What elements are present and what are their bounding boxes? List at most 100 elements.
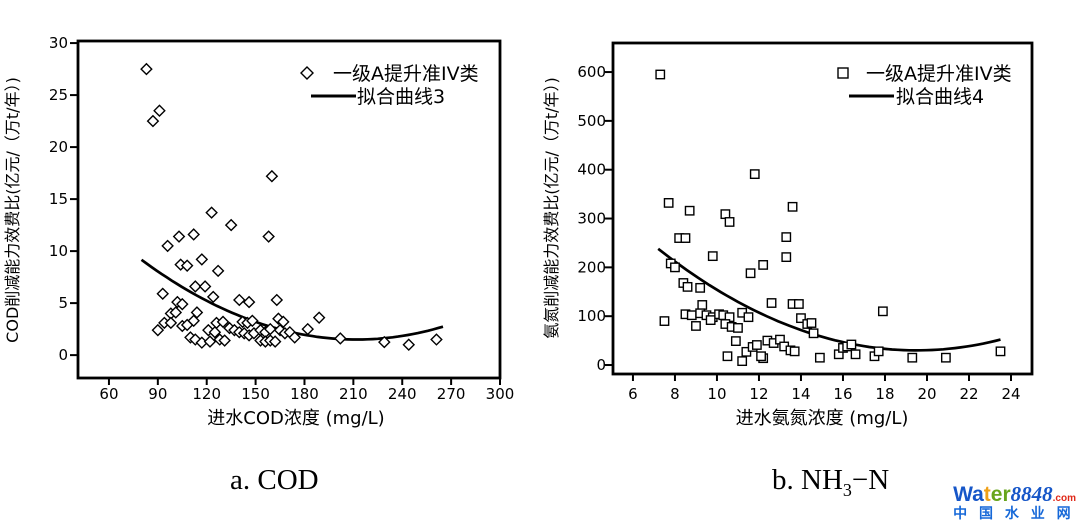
cod-legend-scatter-label: 一级A提升准IV类 [333, 63, 479, 85]
scatter-point [940, 352, 951, 363]
scatter-point [156, 287, 170, 301]
scatter-point [781, 252, 792, 263]
scatter-point [756, 351, 766, 362]
caption-b: b. NH3−N [772, 464, 889, 501]
scatter-point [781, 232, 792, 242]
y-tick-label: 5 [58, 294, 68, 312]
scatter-point [814, 352, 825, 363]
scatter-point [655, 69, 666, 80]
x-tick-label: 18 [875, 385, 894, 403]
scatter-point [224, 218, 238, 232]
scatter-point [216, 315, 230, 329]
caption-b-suffix: −N [851, 464, 890, 496]
scatter-point [724, 217, 735, 227]
scatter-point [684, 205, 695, 216]
diamond-legend-icon [300, 66, 314, 80]
y-tick-label: 200 [577, 258, 606, 276]
nh3n-chart: 6 8 10 12 14 16 18 20 22 24 0 100 200 300 400 500 600 氨氮… [542, 41, 1034, 429]
x-tick-label: 150 [241, 385, 270, 403]
plot-frame [611, 41, 1034, 376]
scatter-point [766, 298, 777, 308]
y-tick-label: 300 [577, 210, 606, 228]
scatter-point [730, 336, 741, 346]
scatter-point [198, 280, 212, 293]
scatter-point [722, 351, 733, 362]
scatter-point [806, 318, 817, 328]
x-tick-label: 240 [388, 385, 417, 403]
scatter-point [846, 339, 857, 350]
scatter-point [663, 198, 674, 208]
cod-x-axis-title: 进水COD浓度 (mg/L) [207, 408, 384, 429]
x-tick-label: 120 [192, 385, 221, 403]
scatter-point [262, 230, 275, 243]
y-tick-label: 600 [577, 63, 606, 81]
nh3n-legend: 一级A提升准IV类 拟合曲线4 [837, 63, 1012, 108]
logo-com: .com [1052, 493, 1076, 505]
logo-line2: 中 国 水 业 网 [953, 505, 1075, 522]
x-tick-label: 6 [628, 385, 638, 403]
scatter-point [202, 323, 215, 337]
x-tick-label: 210 [339, 385, 368, 403]
caption-b-subscript: 3 [842, 479, 852, 500]
scatter-point [697, 300, 708, 310]
y-tick-label: 400 [577, 161, 606, 179]
scatter-point [743, 312, 754, 323]
scatter-point [146, 114, 160, 128]
scatter-point [659, 316, 670, 326]
scatter-point [175, 297, 189, 311]
scatter-point [682, 281, 693, 292]
x-tick-label: 22 [959, 385, 978, 403]
water8848-logo: Water8848.com 中 国 水 业 网 [953, 483, 1076, 521]
scatter-point [151, 323, 165, 337]
y-tick-label: 25 [49, 86, 68, 104]
nh3n-x-axis-title: 进水氨氮浓度 (mg/L) [736, 408, 909, 429]
x-tick-label: 8 [670, 385, 680, 403]
scatter-point [686, 310, 697, 321]
scatter-point [211, 264, 225, 278]
scatter-point [140, 62, 153, 76]
scatter-point [705, 315, 716, 325]
scatter-point [268, 335, 282, 348]
scatter-point [195, 253, 209, 266]
scatter-point [246, 314, 259, 328]
scatter-point [153, 104, 166, 117]
x-tick-label: 10 [707, 385, 726, 403]
scatter-point [751, 340, 762, 350]
x-tick-label: 12 [749, 385, 768, 403]
scatter-point [402, 338, 416, 352]
x-tick-label: 16 [833, 385, 852, 403]
scatter-point [670, 262, 680, 273]
scatter-point [378, 335, 391, 349]
scatter-point [169, 306, 183, 319]
x-tick-label: 60 [99, 385, 118, 403]
scatter-point [850, 349, 861, 360]
x-tick-label: 14 [791, 385, 810, 403]
y-tick-label: 100 [577, 307, 606, 325]
x-tick-label: 300 [486, 385, 515, 403]
scatter-point [758, 260, 769, 270]
scatter-point [793, 299, 804, 309]
scatter-point [707, 251, 718, 262]
scatter-point [242, 295, 256, 309]
scatter-point [301, 322, 315, 336]
nh3n-plot-area: 6 8 10 12 14 16 18 20 22 24 0 100 200 300 400 500 600 [577, 41, 1034, 403]
scatter-point [203, 335, 217, 348]
nh3n-y-axis-title: 氨氮削减能力效费比(亿元/（万t/年）) [542, 77, 561, 339]
scatter-point [265, 169, 279, 183]
scatter-point [334, 332, 347, 345]
scatter-point [187, 228, 200, 241]
logo-wa: Wa [953, 483, 984, 507]
scatter-point [430, 333, 443, 346]
x-tick-label: 270 [437, 385, 466, 403]
square-legend-icon [837, 67, 849, 79]
scatter-point [787, 201, 798, 212]
scatter-point [796, 313, 806, 324]
cod-legend: 一级A提升准IV类 拟合曲线3 [300, 63, 479, 108]
scatter-point [180, 259, 194, 272]
logo-8848: 8848 [1010, 482, 1053, 507]
scatter-point [288, 331, 301, 344]
scatter-point [745, 268, 756, 279]
cod-legend-curve-label: 拟合曲线3 [357, 86, 445, 108]
caption-b-text: b. NH [772, 464, 843, 496]
